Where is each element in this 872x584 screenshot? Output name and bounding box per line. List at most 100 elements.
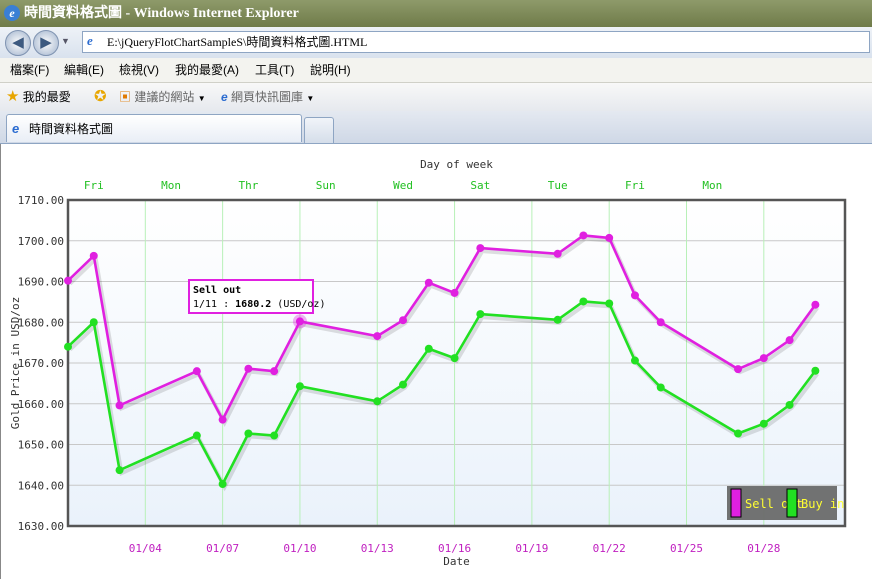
- x-tick-label: 01/16: [438, 542, 471, 555]
- menu-item-3[interactable]: 我的最愛(A): [175, 63, 239, 77]
- top-tick-label: Fri: [84, 179, 104, 192]
- series-point-0: [115, 401, 124, 410]
- series-point-1: [450, 354, 459, 363]
- page-icon: e: [87, 33, 93, 48]
- new-tab-button[interactable]: [304, 117, 334, 143]
- forward-button[interactable]: ▶: [33, 30, 59, 56]
- series-point-0: [295, 317, 304, 326]
- address-url: E:\jQueryFlotChartSampleS\時間資料格式圖.HTML: [107, 35, 368, 49]
- series-point-1: [656, 383, 665, 392]
- series-point-1: [244, 429, 253, 438]
- series-point-0: [192, 367, 201, 376]
- series-point-0: [450, 288, 459, 297]
- series-point-0: [399, 316, 408, 325]
- x-tick-label: 01/25: [670, 542, 703, 555]
- series-point-1: [579, 297, 588, 306]
- suggested-sites-button[interactable]: ▣ 建議的網站 ▼: [119, 90, 206, 104]
- series-point-0: [630, 291, 639, 300]
- series-point-1: [270, 431, 279, 440]
- navigation-toolbar: ◀ ▶ ▼ e E:\jQueryFlotChartSampleS\時間資料格式…: [0, 27, 872, 58]
- suggested-sites-icon: ▣: [119, 90, 132, 104]
- y-tick-label: 1680.00: [18, 316, 64, 329]
- legend-swatch-0: [730, 488, 742, 518]
- tooltip-series: Sell out: [193, 285, 241, 296]
- series-point-1: [424, 344, 433, 353]
- x-tick-label: 01/07: [206, 542, 239, 555]
- series-point-0: [785, 336, 794, 345]
- top-tick-label: Mon: [702, 179, 722, 192]
- series-point-1: [605, 299, 614, 308]
- gold-price-chart: 1630.00 1640.00 1650.00 1660.00 1670.00 1680.…: [9, 158, 847, 568]
- series-point-1: [89, 318, 98, 327]
- favorites-button[interactable]: ★ 我的最愛: [6, 88, 71, 105]
- series-point-0: [759, 354, 768, 363]
- plot-border: [66, 198, 847, 528]
- x-tick-label: 01/19: [515, 542, 548, 555]
- series-point-0: [476, 244, 485, 253]
- tab-label: 時間資料格式圖: [29, 122, 114, 136]
- tooltip-value: 1680.2: [235, 299, 271, 310]
- legend-box: [727, 486, 837, 520]
- series-point-1: [295, 382, 304, 391]
- address-bar[interactable]: e E:\jQueryFlotChartSampleS\時間資料格式圖.HTML: [82, 31, 870, 53]
- menu-bar: 檔案(F) 編輯(E) 檢視(V) 我的最愛(A) 工具(T) 說明(H): [0, 58, 872, 83]
- series-point-1: [399, 380, 408, 389]
- ie-icon: e: [4, 5, 20, 21]
- menu-item-1[interactable]: 編輯(E): [64, 63, 104, 77]
- tab-page-icon: e: [12, 121, 20, 136]
- series-point-0: [244, 364, 253, 373]
- series-point-1: [64, 342, 72, 351]
- menu-item-0[interactable]: 檔案(F): [10, 63, 50, 77]
- series-point-0: [89, 251, 98, 260]
- series-point-0: [811, 300, 820, 309]
- back-arrow-icon: ◀: [12, 34, 24, 51]
- series-line-0: [67, 234, 817, 421]
- top-axis-title: Day of week: [420, 158, 493, 171]
- series-point-1: [192, 431, 201, 440]
- tooltip-date: 1/11 : 1680.2 (USD/oz): [193, 299, 325, 310]
- web-slice-gallery-button[interactable]: e 網頁快訊圖庫 ▼: [221, 90, 315, 104]
- series-point-0: [579, 231, 588, 240]
- top-tick-label: Thr: [238, 179, 258, 192]
- series-point-0: [656, 318, 665, 327]
- y-tick-label: 1660.00: [18, 398, 64, 411]
- menu-item-2[interactable]: 檢視(V): [119, 63, 159, 77]
- y-tick-label: 1700.00: [18, 235, 64, 248]
- favorites-bar: ★ 我的最愛 ✪ ▣ 建議的網站 ▼ e 網頁快訊圖庫 ▼: [0, 83, 872, 111]
- series-point-1: [476, 310, 485, 319]
- series-point-0: [734, 365, 743, 374]
- gallery-dropdown-icon: ▼: [306, 94, 315, 103]
- x-tick-label: 01/04: [129, 542, 162, 555]
- y-tick-label: 1640.00: [18, 479, 64, 492]
- top-tick-label: Mon: [161, 179, 181, 192]
- series-point-1: [785, 400, 794, 409]
- menu-item-4[interactable]: 工具(T): [255, 63, 295, 77]
- y-tick-label: 1690.00: [18, 276, 64, 289]
- top-tick-label: Tue: [548, 179, 568, 192]
- series-point-1: [115, 466, 124, 475]
- tab-bar: e 時間資料格式圖: [0, 111, 872, 144]
- add-favorite-icon[interactable]: ✪: [94, 88, 107, 105]
- back-button[interactable]: ◀: [5, 30, 31, 56]
- top-tick-label: Sun: [316, 179, 336, 192]
- page-content: 1630.00 1640.00 1650.00 1660.00 1670.00 1680.…: [0, 144, 872, 579]
- y-tick-label: 1650.00: [18, 439, 64, 452]
- tab-current[interactable]: e 時間資料格式圖: [6, 114, 302, 142]
- series-point-0: [605, 233, 614, 242]
- series-point-1: [553, 315, 562, 324]
- tooltip-box: [188, 279, 314, 314]
- history-dropdown-icon[interactable]: ▼: [61, 36, 70, 46]
- y-tick-label: 1670.00: [18, 357, 64, 370]
- series-point-0: [64, 276, 72, 285]
- series-point-0: [373, 332, 382, 341]
- menu-item-5[interactable]: 說明(H): [310, 63, 351, 77]
- window-titlebar: e 時間資料格式圖 - Windows Internet Explorer: [0, 0, 872, 27]
- x-tick-label: 01/10: [283, 542, 316, 555]
- series-point-0: [270, 367, 279, 376]
- x-tick-label: 01/28: [747, 542, 780, 555]
- legend-label-1: Buy in: [801, 497, 844, 511]
- series-point-0: [424, 278, 433, 287]
- series-point-1: [218, 480, 227, 489]
- hover-highlight: [292, 314, 307, 329]
- star-icon: ★: [6, 88, 20, 105]
